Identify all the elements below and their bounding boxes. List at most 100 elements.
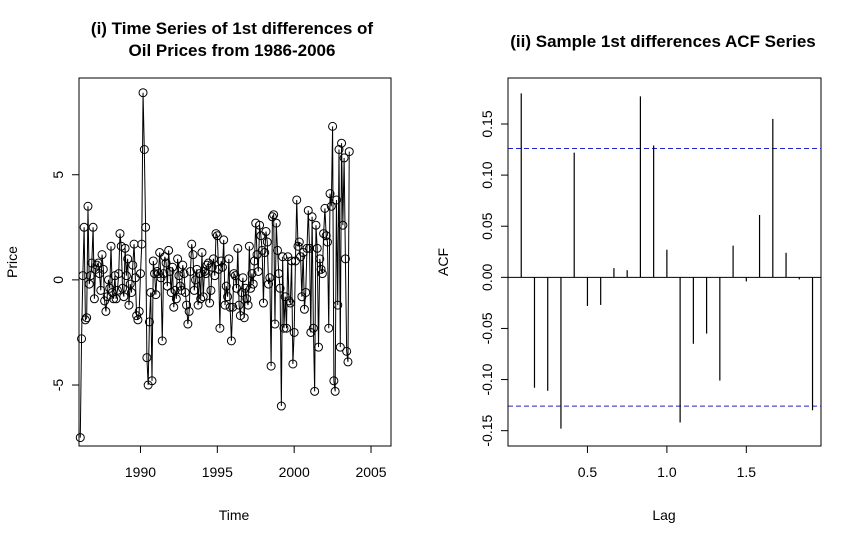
- data-point: [212, 231, 222, 241]
- left-x-label: Time: [219, 507, 250, 523]
- data-point: [328, 121, 338, 131]
- data-point: [261, 227, 271, 237]
- left-plot-area: [75, 88, 354, 443]
- data-point: [93, 258, 103, 268]
- data-point: [326, 201, 336, 211]
- left-title-line-1: (i) Time Series of 1st differences of: [91, 19, 373, 38]
- data-point: [260, 248, 270, 258]
- data-point: [125, 279, 135, 289]
- data-point: [314, 342, 324, 352]
- data-point: [242, 294, 252, 304]
- data-point: [257, 245, 267, 255]
- data-point: [188, 250, 198, 260]
- data-point: [270, 319, 280, 329]
- data-point: [144, 317, 154, 327]
- data-point: [253, 266, 263, 276]
- data-point: [241, 283, 250, 293]
- data-point: [164, 245, 174, 255]
- data-point: [118, 283, 128, 293]
- data-point: [198, 292, 208, 302]
- data-point: [310, 386, 320, 396]
- y-tick-label: -0.10: [479, 363, 495, 395]
- data-point: [134, 306, 144, 316]
- data-point: [183, 319, 193, 329]
- data-point: [159, 269, 169, 279]
- data-point: [308, 323, 318, 333]
- data-point: [325, 189, 335, 199]
- data-point: [157, 336, 167, 346]
- acf-panel: (ii) Sample 1st differences ACF Series 0…: [435, 32, 822, 523]
- data-point: [238, 273, 248, 283]
- data-point: [101, 306, 111, 316]
- data-point: [299, 304, 309, 314]
- data-point: [80, 315, 90, 325]
- data-point: [340, 254, 350, 264]
- data-point: [343, 357, 353, 367]
- data-point: [312, 243, 322, 253]
- data-point: [121, 271, 131, 281]
- data-point: [115, 229, 125, 239]
- data-point: [75, 433, 85, 443]
- data-point: [276, 401, 286, 411]
- data-point: [150, 269, 160, 279]
- data-point: [173, 254, 183, 264]
- data-point: [224, 254, 234, 264]
- data-point: [196, 294, 206, 304]
- x-tick-label: 1.5: [737, 464, 757, 480]
- data-point: [84, 279, 94, 289]
- data-point: [275, 283, 285, 293]
- data-point: [243, 300, 253, 310]
- data-point: [142, 353, 152, 363]
- data-point: [265, 273, 275, 283]
- data-point: [139, 145, 149, 154]
- data-point: [319, 229, 329, 239]
- data-point: [262, 237, 272, 247]
- data-point: [83, 201, 93, 211]
- data-point: [244, 241, 254, 251]
- data-point: [86, 271, 96, 281]
- data-point: [344, 147, 354, 157]
- data-point: [281, 323, 291, 333]
- y-tick-label: 0.10: [479, 161, 495, 188]
- data-point: [103, 275, 113, 285]
- left-title-line-2: Oil Prices from 1986-2006: [129, 41, 336, 60]
- data-point: [278, 252, 288, 262]
- data-point: [178, 260, 188, 270]
- data-point: [289, 327, 299, 337]
- y-tick-label: 0.15: [479, 110, 495, 137]
- x-tick-label: 2000: [279, 464, 310, 480]
- y-tick-label: -0.15: [479, 415, 495, 447]
- data-point: [247, 269, 257, 279]
- right-x-label: Lag: [652, 507, 675, 523]
- data-point: [335, 342, 345, 352]
- data-point: [169, 302, 179, 312]
- data-point: [119, 292, 129, 302]
- x-tick-label: 1990: [125, 464, 156, 480]
- data-point: [193, 300, 203, 310]
- data-point: [197, 248, 207, 258]
- data-point: [221, 281, 231, 291]
- data-point: [266, 361, 276, 371]
- data-point: [141, 222, 151, 232]
- data-point: [292, 195, 302, 205]
- data-point: [293, 241, 303, 251]
- right-plot-box: [507, 77, 822, 447]
- data-point: [274, 269, 284, 279]
- right-y-label: ACF: [435, 248, 451, 276]
- data-point: [123, 254, 133, 264]
- data-point: [342, 346, 352, 356]
- y-tick-label: 0.05: [479, 212, 495, 239]
- data-point: [315, 254, 325, 264]
- right-x-axis: 0.5 1.0 1.5: [578, 445, 757, 480]
- right-title: (ii) Sample 1st differences ACF Series: [510, 32, 815, 51]
- data-point: [168, 262, 177, 272]
- data-point: [229, 269, 239, 279]
- data-point: [128, 260, 138, 270]
- data-point: [96, 285, 106, 295]
- data-point: [320, 203, 330, 213]
- data-point: [287, 256, 297, 266]
- data-point: [127, 287, 137, 297]
- data-point: [200, 266, 210, 276]
- data-point: [79, 222, 89, 232]
